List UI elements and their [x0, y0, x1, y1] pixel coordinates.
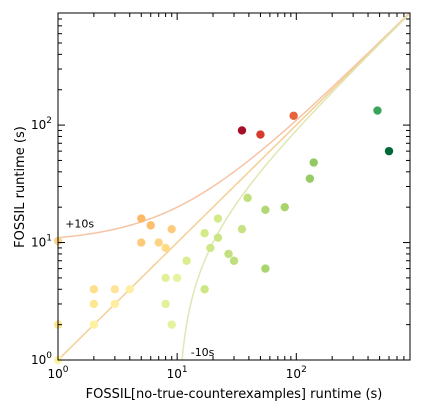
annotation-minus-10s: -10s	[191, 346, 215, 359]
x-tick-label-1: 101	[167, 365, 188, 381]
data-point-35	[305, 174, 315, 183]
x-axis-label: FOSSIL[no-true-counterexamples] runtime …	[86, 387, 383, 402]
data-point-18	[172, 273, 182, 283]
data-point-23	[213, 214, 223, 223]
data-point-11	[146, 221, 155, 230]
data-point-14	[161, 273, 170, 283]
data-point-27	[237, 224, 247, 234]
y-axis-label: FOSSIL runtime (s)	[13, 126, 28, 248]
data-point-36	[309, 158, 318, 167]
data-points	[53, 106, 394, 365]
data-point-25	[224, 249, 233, 259]
data-point-28	[237, 126, 247, 135]
data-point-21	[200, 285, 209, 294]
data-point-33	[280, 202, 289, 212]
y-tick-label-1: 101	[31, 234, 52, 250]
data-point-37	[373, 106, 382, 115]
data-point-6	[110, 285, 120, 294]
data-point-29	[243, 193, 252, 203]
x-tick-label-2: 102	[286, 365, 307, 381]
annotations: +10s -10s	[65, 218, 214, 359]
data-point-16	[167, 224, 176, 234]
data-point-13	[161, 243, 170, 253]
reference-line-0	[58, 13, 410, 239]
data-point-15	[161, 299, 170, 309]
data-point-24	[213, 233, 223, 242]
data-point-26	[229, 256, 239, 265]
data-point-34	[289, 111, 298, 120]
data-point-19	[182, 256, 191, 265]
data-point-22	[206, 243, 215, 253]
y-tick-label-0: 100	[31, 351, 52, 367]
data-point-30	[256, 130, 265, 139]
data-point-3	[89, 285, 99, 294]
data-point-5	[89, 320, 99, 329]
data-point-32	[261, 264, 270, 273]
reference-line-2	[181, 13, 410, 360]
y-tick-label-2: 102	[31, 116, 52, 132]
data-point-8	[125, 285, 134, 294]
data-point-7	[110, 299, 120, 309]
data-point-12	[154, 238, 163, 247]
data-point-17	[167, 320, 176, 329]
data-point-20	[200, 229, 209, 238]
data-point-31	[261, 205, 270, 214]
data-point-10	[137, 238, 146, 247]
annotation-plus-10s: +10s	[65, 218, 94, 231]
x-tick-label-0: 100	[47, 365, 68, 381]
data-point-38	[384, 146, 394, 156]
data-point-9	[137, 214, 146, 223]
axis-ticks: 100 101 102 100 101 102	[31, 12, 411, 381]
data-point-4	[89, 299, 99, 309]
